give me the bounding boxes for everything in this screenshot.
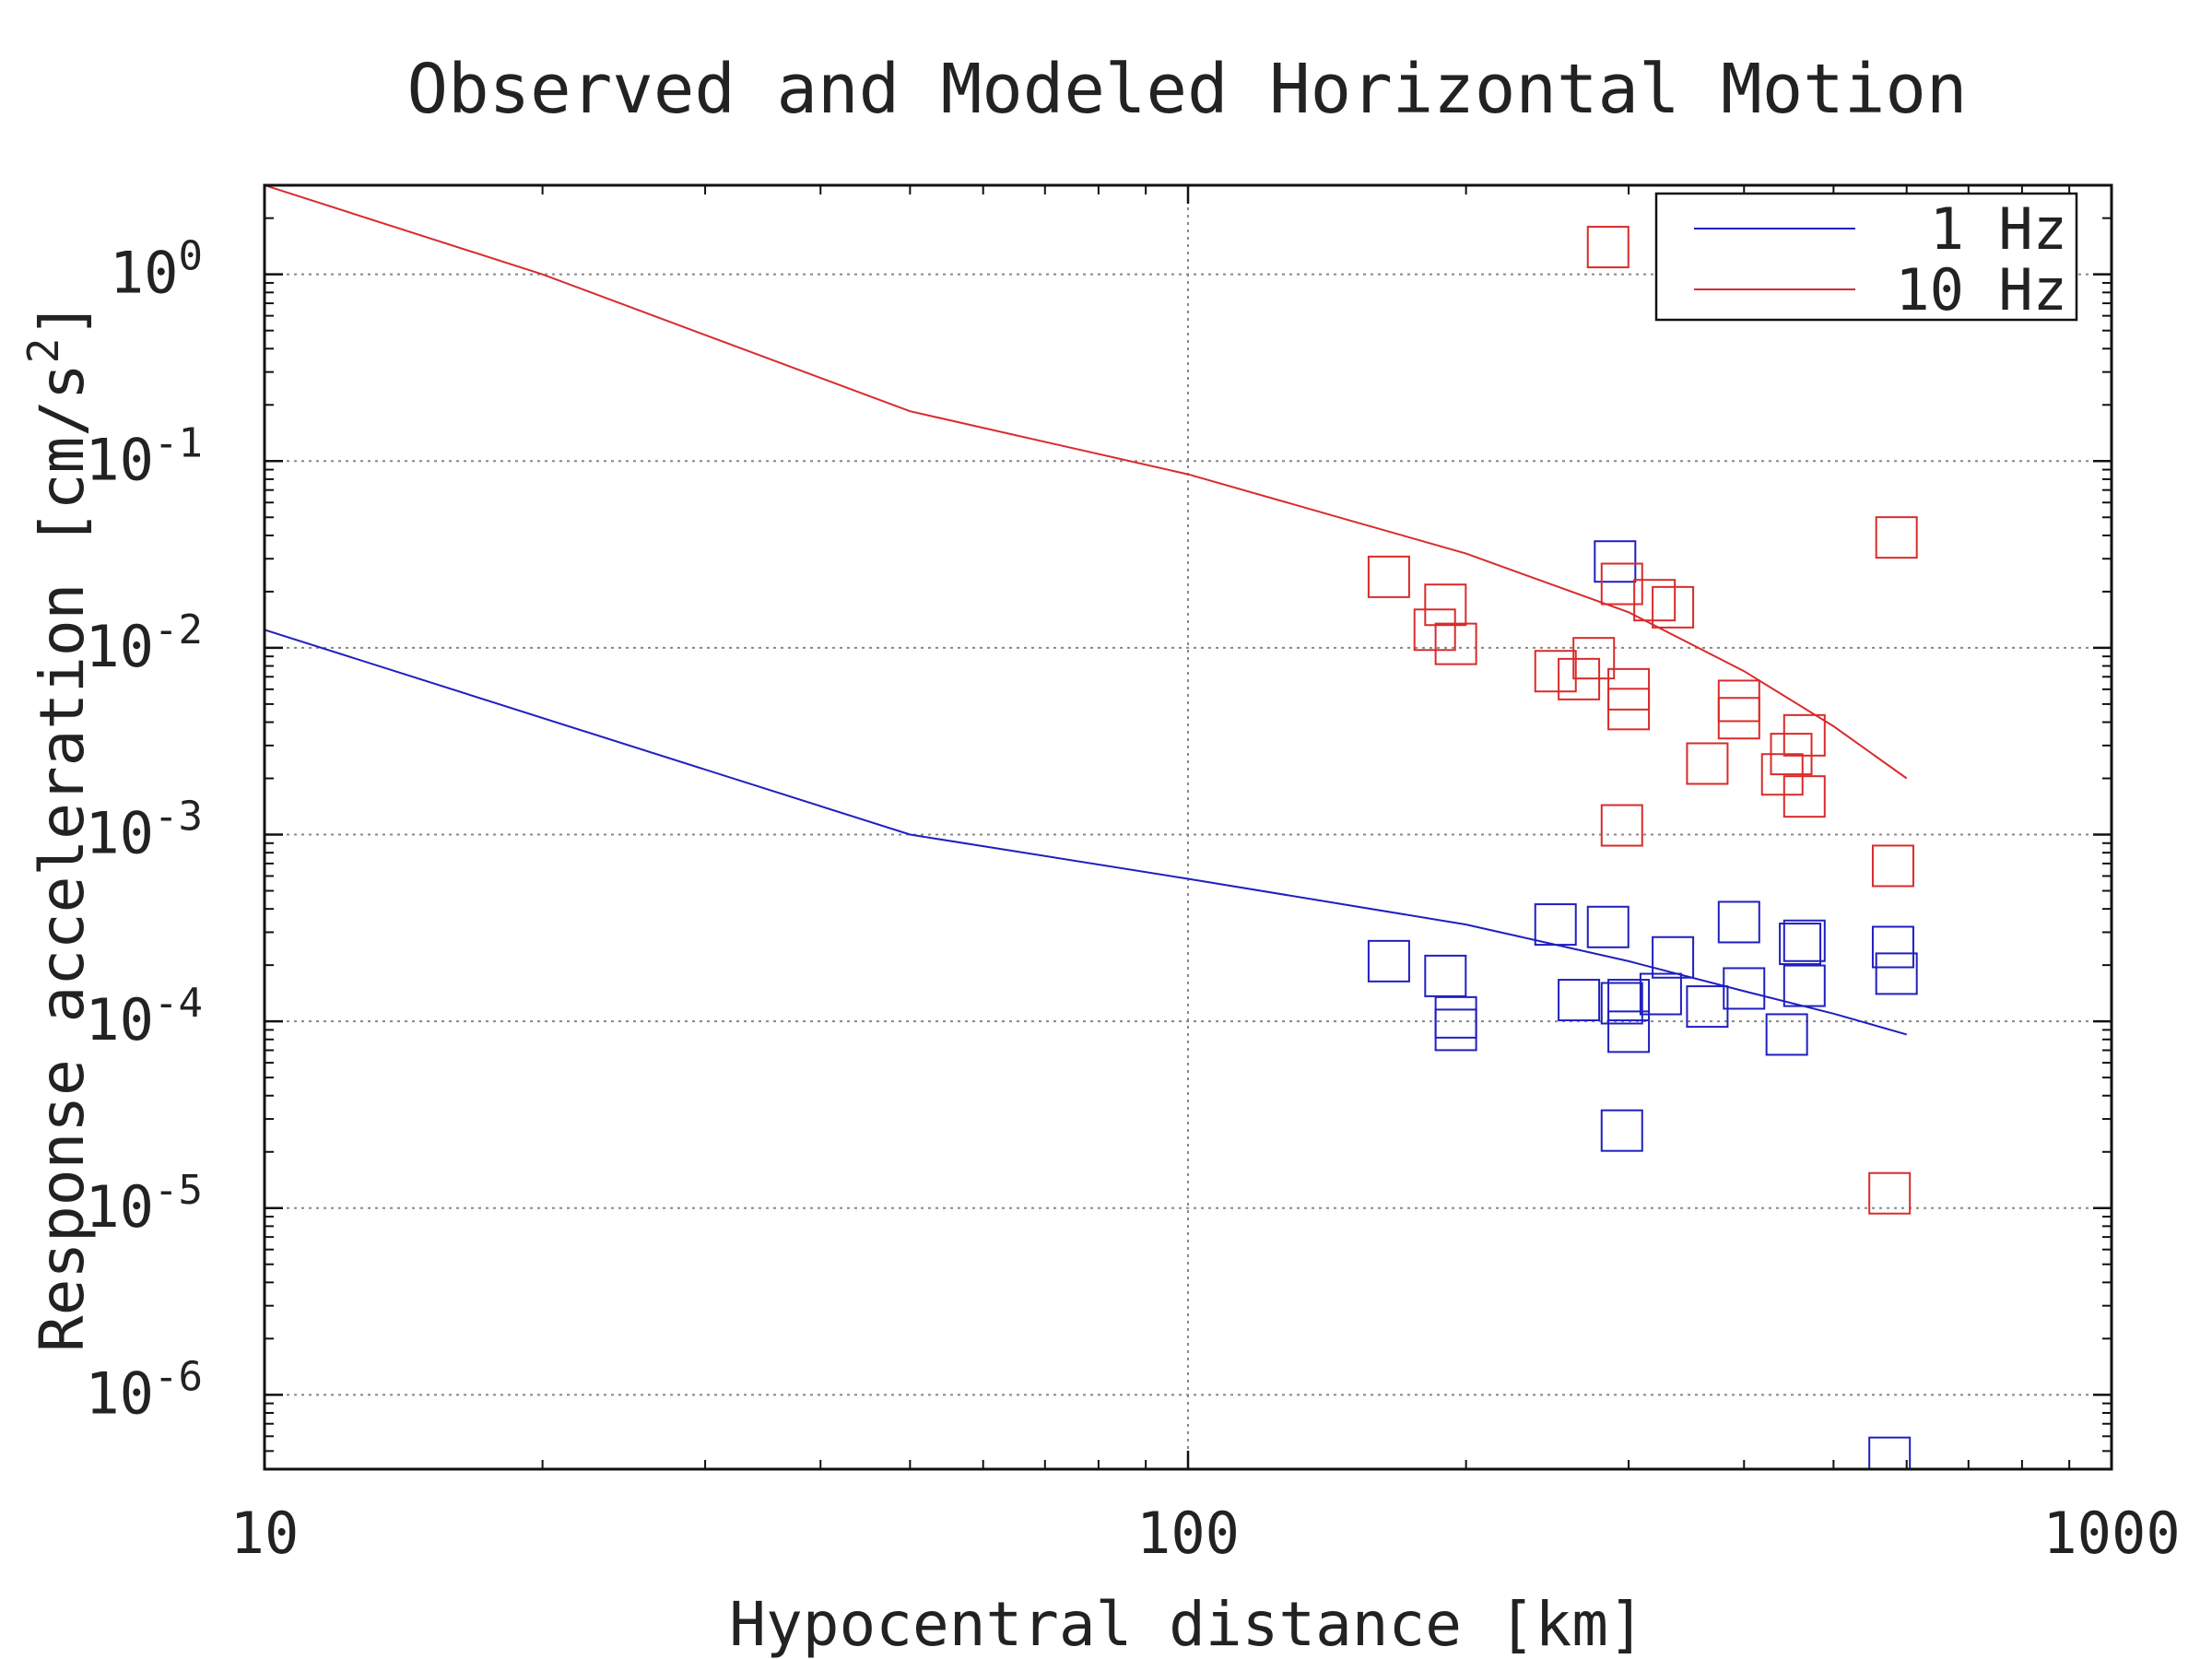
observed-point-10hz — [1871, 844, 1914, 888]
y-axis-label: Response acceleration [cm/s2] — [18, 301, 98, 1352]
y-tick-label-exponent: -1 — [154, 419, 203, 466]
y-tick-label: 10-3 — [85, 793, 203, 867]
observed-point-10hz — [1607, 688, 1651, 731]
y-tick-label-exponent: 0 — [179, 232, 204, 279]
observed-point-10hz — [1868, 1171, 1912, 1215]
observed-point-10hz — [1434, 622, 1477, 665]
observed-point-10hz — [1534, 650, 1577, 693]
observed-point-1hz — [1871, 925, 1914, 969]
y-tick-label-base: 10 — [85, 986, 154, 1053]
observed-point-10hz — [1770, 733, 1813, 776]
observed-point-10hz — [1875, 516, 1918, 559]
y-tick-label: 10-2 — [85, 606, 203, 680]
observed-point-10hz — [1633, 579, 1677, 622]
observed-point-10hz — [1686, 742, 1729, 785]
y-axis-label-exponent: 2 — [18, 338, 68, 364]
observed-point-1hz — [1652, 935, 1695, 979]
y-tick-label-base: 10 — [110, 240, 179, 307]
model-line-1hz — [265, 629, 1907, 1036]
y-tick-label-exponent: -5 — [154, 1166, 203, 1213]
y-tick-label: 10-1 — [85, 419, 203, 494]
observed-point-1hz — [1600, 982, 1643, 1025]
y-tick-label: 10-6 — [85, 1353, 203, 1428]
observed-point-1hz — [1783, 964, 1826, 1007]
y-tick-label-base: 10 — [85, 1173, 154, 1241]
legend: 1 Hz 10 Hz — [1654, 192, 2078, 324]
observed-point-10hz — [1783, 713, 1826, 757]
observed-point-10hz — [1600, 562, 1643, 606]
observed-point-1hz — [1607, 1010, 1651, 1053]
x-tick-label: 100 — [1136, 1500, 1240, 1567]
legend-label-1hz: 1 Hz — [1930, 195, 2067, 263]
observed-point-1hz — [1875, 952, 1918, 995]
legend-label-10hz: 10 Hz — [1895, 256, 2067, 324]
observed-point-1hz — [1558, 979, 1601, 1022]
observed-point-1hz — [1639, 972, 1682, 1016]
observed-point-1hz — [1586, 905, 1630, 948]
y-axis-label-close: ] — [27, 301, 98, 338]
x-tick-labels: 10 100 1000 — [230, 1500, 2181, 1567]
legend-box — [1654, 192, 2078, 322]
x-axis-label: Hypocentral distance [km] — [729, 1589, 1644, 1659]
observed-point-1hz — [1868, 1436, 1912, 1469]
observed-point-1hz — [1600, 1109, 1643, 1152]
observed-point-10hz — [1600, 804, 1643, 847]
y-tick-label: 10-5 — [85, 1166, 203, 1241]
y-tick-label-exponent: -2 — [154, 606, 203, 653]
observed-point-10hz — [1783, 775, 1826, 818]
observed-point-1hz — [1723, 967, 1766, 1010]
observed-point-10hz — [1424, 583, 1467, 627]
observed-point-10hz — [1586, 226, 1630, 269]
observed-point-1hz — [1686, 985, 1729, 1029]
chart-title: Observed and Modeled Horizontal Motion — [407, 50, 1968, 129]
observed-point-1hz — [1779, 923, 1822, 966]
y-axis-label-main: Response acceleration [cm/s — [27, 363, 98, 1352]
y-tick-label-base: 10 — [85, 1359, 154, 1427]
observed-point-1hz — [1765, 1013, 1808, 1056]
model-line-10hz — [265, 185, 1908, 780]
y-tick-label: 10-4 — [85, 980, 203, 1054]
observed-point-10hz — [1717, 697, 1760, 740]
y-tick-label-base: 10 — [85, 800, 154, 867]
observed-point-1hz — [1367, 939, 1410, 982]
observed-point-1hz — [1594, 540, 1637, 583]
ticks — [263, 184, 2113, 1470]
y-tick-label: 100 — [110, 232, 203, 307]
observed-point-1hz — [1717, 900, 1760, 944]
x-tick-label: 10 — [230, 1500, 300, 1567]
observed-point-1hz — [1534, 903, 1577, 947]
y-tick-label-exponent: -4 — [154, 980, 203, 1027]
y-tick-label-exponent: -3 — [154, 793, 203, 840]
observed-point-1hz — [1607, 979, 1651, 1022]
plot-area — [265, 185, 1918, 1469]
grid — [265, 185, 2112, 1469]
observed-point-10hz — [1652, 585, 1695, 629]
y-tick-label-base: 10 — [85, 426, 154, 493]
x-tick-label: 1000 — [2042, 1500, 2180, 1567]
observed-point-10hz — [1367, 555, 1410, 598]
observed-point-1hz — [1434, 1008, 1477, 1052]
y-tick-label-exponent: -6 — [154, 1353, 203, 1400]
observed-point-10hz — [1572, 637, 1616, 680]
y-tick-label-base: 10 — [85, 613, 154, 680]
observed-point-1hz — [1783, 919, 1826, 962]
